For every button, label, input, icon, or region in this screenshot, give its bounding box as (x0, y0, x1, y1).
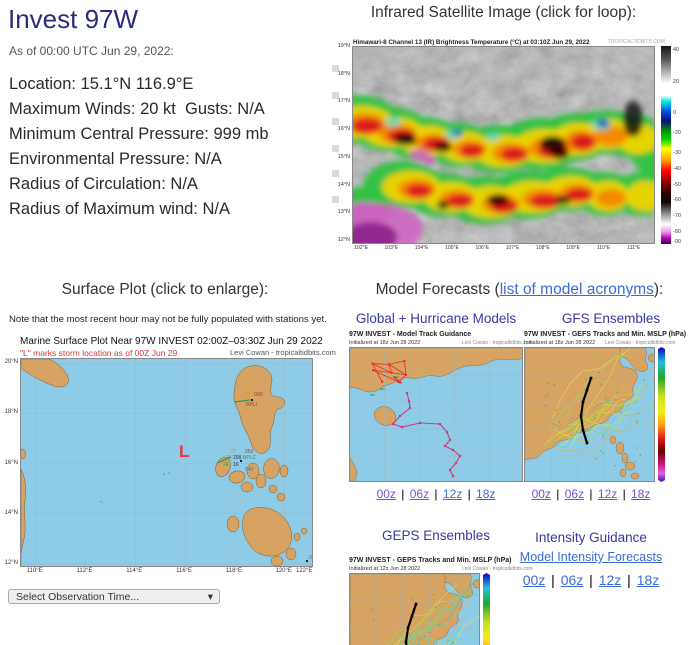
svg-text:24: 24 (223, 462, 229, 468)
svg-text:BPLC: BPLC (243, 455, 256, 461)
svg-text:06z: 06z (380, 387, 385, 391)
svg-text:000: 000 (254, 392, 263, 398)
svg-text:L: L (179, 442, 189, 461)
svg-text:BPLI: BPLI (246, 402, 257, 408)
svg-text:00z: 00z (370, 393, 375, 397)
svg-text:16: 16 (233, 462, 239, 468)
svg-text:05: 05 (309, 555, 313, 561)
svg-text:31: 31 (244, 392, 250, 398)
svg-text:298: 298 (233, 455, 242, 461)
svg-text:12z: 12z (394, 375, 399, 379)
svg-text:040: 040 (245, 467, 254, 473)
